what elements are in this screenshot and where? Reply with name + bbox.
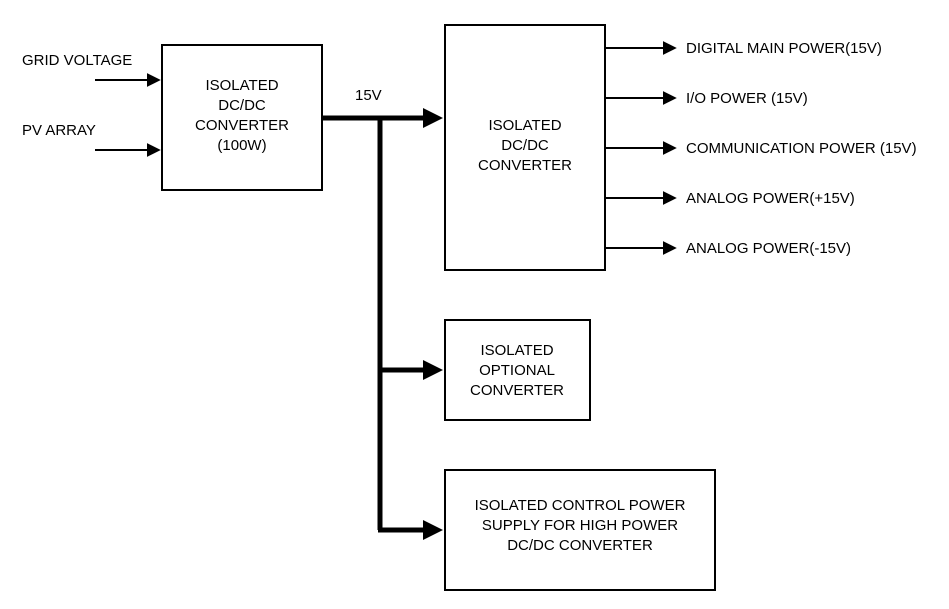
label-out-3: COMMUNICATION POWER (15V) <box>686 140 917 157</box>
label-out-4: ANALOG POWER(+15V) <box>686 190 855 207</box>
conv1-l3: CONVERTER <box>195 117 289 134</box>
conv2-l1: ISOLATED <box>488 117 561 134</box>
label-15v-bus: 15V <box>355 87 382 104</box>
conv4-l3: DC/DC CONVERTER <box>507 537 653 554</box>
conv4-l2: SUPPLY FOR HIGH POWER <box>482 517 678 534</box>
label-pv-array: PV ARRAY <box>22 122 96 139</box>
conv1-l2: DC/DC <box>218 97 266 114</box>
conv1-l4: (100W) <box>217 137 266 154</box>
conv2-l2: DC/DC <box>501 137 549 154</box>
label-out-2: I/O POWER (15V) <box>686 90 808 107</box>
label-grid-voltage: GRID VOLTAGE <box>22 52 132 69</box>
label-out-5: ANALOG POWER(-15V) <box>686 240 851 257</box>
block-diagram: GRID VOLTAGE PV ARRAY ISOLATED DC/DC CON… <box>0 0 949 609</box>
conv3-l1: ISOLATED <box>480 342 553 359</box>
conv2-l3: CONVERTER <box>478 157 572 174</box>
label-out-1: DIGITAL MAIN POWER(15V) <box>686 40 882 57</box>
conv4-l1: ISOLATED CONTROL POWER <box>475 497 686 514</box>
conv3-l3: CONVERTER <box>470 382 564 399</box>
conv1-l1: ISOLATED <box>205 77 278 94</box>
conv3-l2: OPTIONAL <box>479 362 555 379</box>
